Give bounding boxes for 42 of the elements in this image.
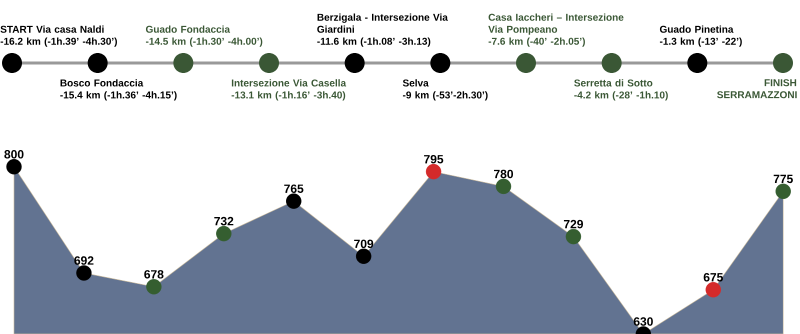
point [76, 265, 92, 281]
category-label: Intersezione Via Casella [232, 79, 346, 87]
data-label: 775 [774, 174, 793, 184]
data-label: 729 [564, 220, 583, 228]
point [286, 193, 302, 209]
category-label: Guado Pinetina [660, 25, 734, 33]
point [216, 226, 232, 242]
point [426, 164, 442, 180]
data-label: 630 [634, 317, 653, 326]
point [496, 178, 512, 194]
text: -9 km (-53’-2h.30’) [402, 91, 488, 101]
category-label: Guado Fondaccia [146, 25, 230, 33]
text: -16.2 km (-1h.39’ -4h.30’) [0, 37, 117, 47]
data-label: 795 [424, 154, 444, 164]
text: -15.4 km (-1h.36’ -4h.15’) [60, 91, 177, 101]
point [146, 279, 162, 294]
category-label: Casa Iaccheri – Intersezione Via Pompeano [488, 13, 624, 35]
category-label: FINISH SERRAMAZZONI [717, 79, 797, 98]
text: -7.6 km (-40’ -2h.05’) [488, 37, 585, 47]
category-label: START Via casa Naldi [0, 25, 104, 33]
text: -13.1 km (-1h.16’ -3h.40) [232, 91, 346, 101]
data-label: 780 [494, 170, 514, 178]
category-label: Selva [402, 79, 429, 87]
data-label: 678 [144, 270, 164, 279]
text: -1.3 km (-13’ -22’) [660, 37, 742, 47]
point [566, 228, 582, 244]
data-label: 692 [74, 256, 94, 265]
category-label: Bosco Fondaccia [60, 79, 144, 87]
data-label: 709 [354, 240, 374, 248]
data-label: 765 [284, 184, 304, 193]
category-label: Berzigala - Intersezione Via Giardini [317, 13, 448, 33]
text: -4.2 km (-28’ -1h.10) [574, 91, 668, 101]
point [706, 282, 721, 298]
text: -14.5 km (-1h.30’ -4h.00’) [146, 37, 262, 47]
point [6, 159, 22, 174]
data-label: 732 [214, 216, 234, 226]
point [356, 248, 372, 264]
category-label: Serretta di Sotto [574, 79, 652, 87]
point [776, 184, 791, 200]
text: -11.6 km (-1h.08’ -3h.13) [317, 37, 430, 47]
data-label: 800 [4, 150, 24, 159]
data-label: 675 [704, 273, 723, 282]
